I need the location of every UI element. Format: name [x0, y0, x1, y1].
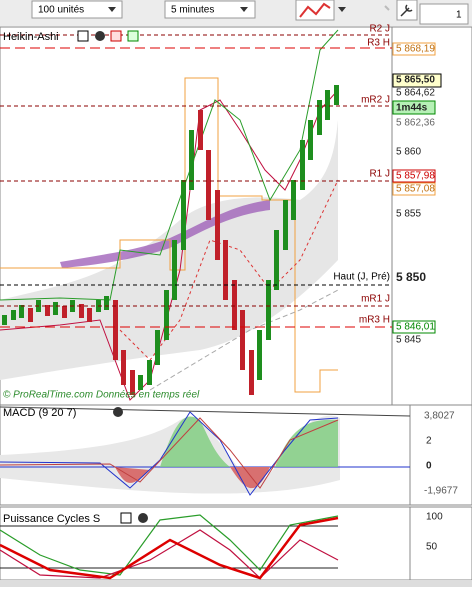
axis-label: 5 860: [396, 147, 421, 158]
axis-label: -1,9677: [424, 486, 458, 497]
trend-line: [0, 406, 411, 417]
macd-fill-down: [115, 467, 270, 489]
label-box: [392, 320, 436, 334]
label-box: [392, 182, 436, 196]
window-button[interactable]: [77, 30, 89, 42]
level-label: mR1 J: [361, 294, 390, 305]
quantity-select[interactable]: [31, 0, 123, 19]
chart-type-button[interactable]: [295, 0, 335, 21]
level-label: R3 H: [367, 38, 390, 49]
label-box: [392, 42, 436, 56]
label-box: [392, 100, 436, 115]
axis-label: 1m44s: [396, 103, 428, 114]
dropdown-arrow: [338, 7, 346, 12]
credit: © ProRealTime.com Données en temps réel: [3, 390, 200, 401]
close-button[interactable]: [113, 407, 123, 417]
level-label: Haut (J, Pré): [333, 272, 390, 283]
level-label: mR2 J: [361, 95, 390, 106]
axis-label: 5 857,08: [396, 184, 435, 195]
axis-label: 5 864,62: [396, 88, 435, 99]
ma-line: [149, 289, 339, 391]
value-text: 1: [456, 10, 462, 21]
axis-label: 5 850: [396, 270, 426, 284]
axis-label: 2: [426, 436, 432, 447]
axis-label: 100: [426, 512, 443, 523]
panel-title: Puissance Cycles S: [3, 513, 100, 525]
macd-line: [0, 411, 339, 496]
axis-label: 5 862,36: [396, 118, 435, 129]
label-box: [392, 169, 436, 183]
indicator-line: [0, 89, 339, 401]
icon: [384, 5, 390, 11]
level-label: R2 J: [369, 24, 390, 35]
dropdown-arrow: [240, 7, 248, 12]
macd-fill-up: [160, 416, 338, 467]
axis-label: 5 857,98: [396, 171, 435, 182]
axis-label: 5 865,50: [396, 75, 435, 86]
close-button[interactable]: [95, 31, 105, 41]
axis-label: 0: [426, 461, 432, 472]
axis-label: 5 868,19: [396, 44, 435, 55]
timeframe-select[interactable]: [164, 0, 256, 19]
cycle-line: [0, 529, 339, 579]
panel-title: MACD (9 20 7): [3, 407, 76, 419]
dropdown-arrow: [108, 7, 116, 12]
window-button[interactable]: [120, 512, 132, 524]
axis-label: 50: [426, 542, 438, 553]
timeframe-text: 5 minutes: [171, 5, 214, 16]
axis-label: 5 846,01: [396, 322, 435, 333]
level-label: R1 J: [369, 169, 390, 180]
signal-line: [0, 417, 339, 489]
quantity-text: 100 unités: [38, 5, 84, 16]
axis-label: 5 855: [396, 209, 421, 220]
panel-title: Heikin-Ashi: [3, 31, 59, 43]
level-label: mR3 H: [359, 315, 390, 326]
value-input[interactable]: [419, 3, 469, 25]
axis-label: 5 845: [396, 335, 421, 346]
scrollbar[interactable]: [0, 580, 472, 587]
down-button[interactable]: [110, 30, 122, 42]
band: [0, 120, 338, 380]
axis-label: 3,8027: [424, 411, 455, 422]
icon: [299, 2, 331, 18]
up-button[interactable]: [127, 30, 139, 42]
close-button[interactable]: [138, 513, 148, 523]
wrench-icon: [400, 4, 413, 17]
step-line: [0, 77, 338, 393]
cycle-line: [0, 514, 339, 576]
label-box: [392, 73, 442, 88]
cycle-line: [0, 516, 339, 580]
